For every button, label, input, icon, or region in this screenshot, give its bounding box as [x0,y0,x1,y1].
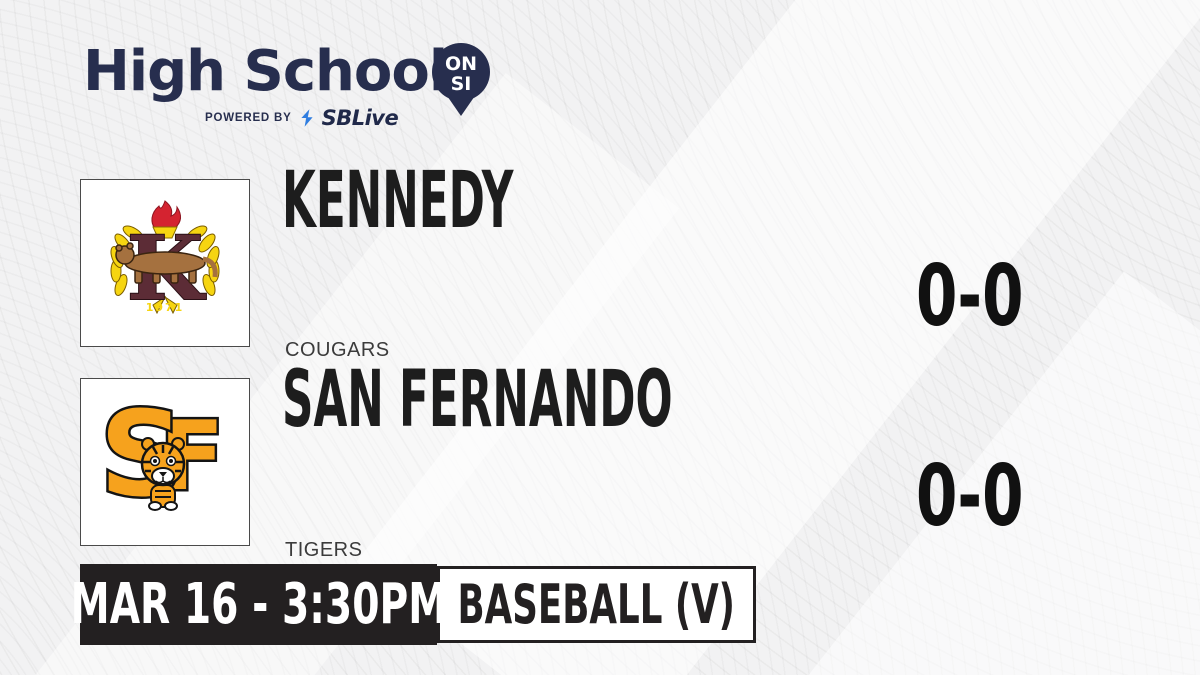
kennedy-logo-box: K 1971 [80,179,250,347]
game-info-bar: MAR 16 - 3:30PM BASEBALL (V) [70,564,756,645]
team-name-kennedy: KENNEDY [282,156,514,246]
svg-text:ON: ON [445,53,477,75]
high-school-brand-title: High School [83,39,448,104]
powered-by-row: POWERED BY SBLive [205,105,399,130]
on-si-pin-icon: ON SI [432,43,490,116]
team-record-san-fernando: 0-0 [916,446,1024,546]
game-datetime-box: MAR 16 - 3:30PM [70,564,447,645]
game-datetime-text: MAR 16 - 3:30PM [70,571,447,637]
team-name-san-fernando: SAN FERNANDO [282,355,673,445]
san-fernando-tigers-monogram-icon: F S [97,392,227,526]
game-event-text: BASEBALL (V) [457,572,736,636]
kennedy-cougars-crest-icon: K 1971 [110,200,220,321]
sblive-wordmark: SBLive [321,105,399,130]
team-record-kennedy: 0-0 [916,246,1024,346]
svg-text:1971: 1971 [146,301,185,314]
sblive-bolt-icon [300,109,313,127]
game-event-box: BASEBALL (V) [437,566,756,643]
svg-text:SI: SI [451,73,472,95]
san-fernando-logo-box: F S [80,378,250,546]
team-mascot-tigers: TIGERS [285,539,363,561]
team-mascot-cougars: COUGARS [285,339,390,361]
powered-by-label: POWERED BY [205,112,292,124]
